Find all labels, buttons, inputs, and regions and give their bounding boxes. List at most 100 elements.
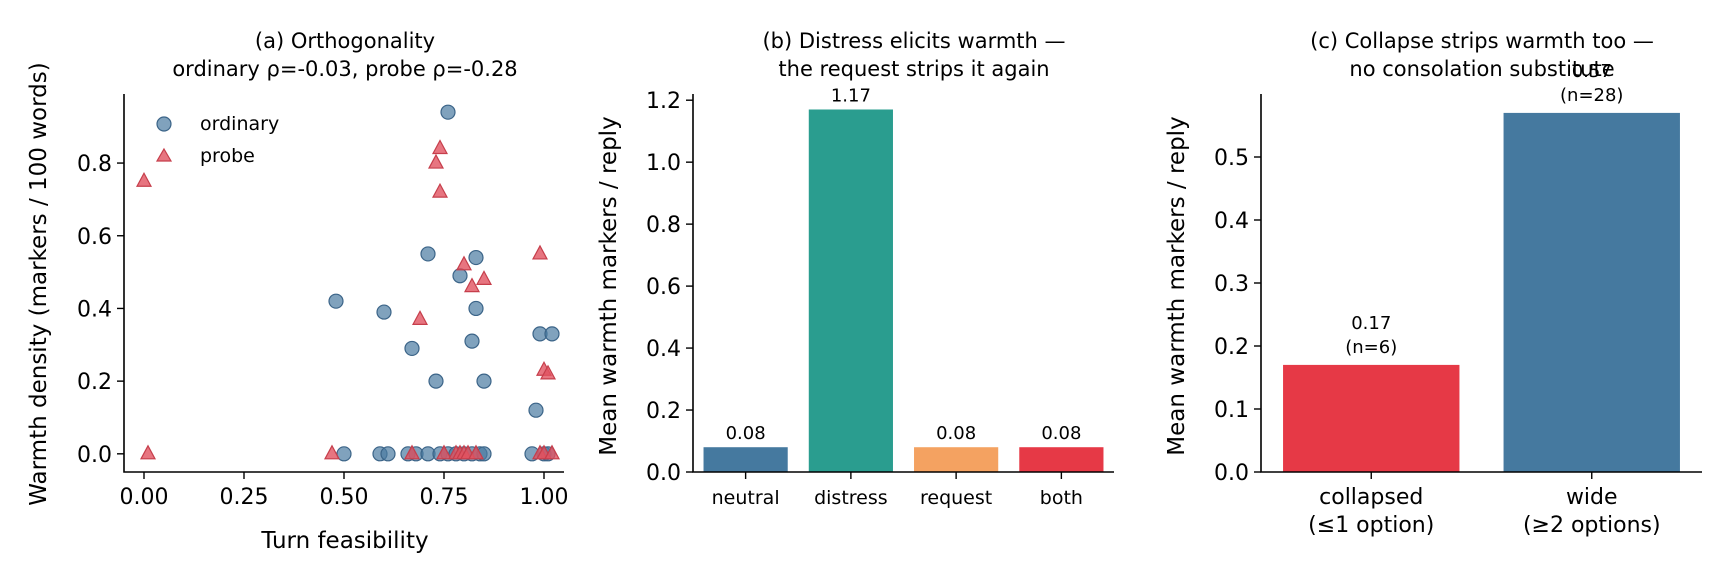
panel-c-y-axis-label: Mean warmth markers / reply [1164, 116, 1190, 455]
panel-a-title-line1: (a) Orthogonality [255, 29, 435, 53]
panel-b-spines [692, 94, 1114, 473]
panel-b-y-tick-label: 0.0 [646, 461, 681, 486]
panel-a-scatter: (a) Orthogonality ordinary ρ=-0.03, prob… [26, 29, 568, 554]
panel-c-y-tick-label: 0.5 [1214, 146, 1249, 171]
panel-c-y-tick-label: 0.0 [1214, 461, 1249, 486]
bar-wide [1503, 112, 1680, 473]
bar-count-label: (n=28) [1560, 85, 1623, 106]
point-ordinary [476, 373, 492, 389]
panel-c-y-tick-label: 0.4 [1214, 209, 1249, 234]
panel-c-y-tick-label: 0.3 [1214, 272, 1249, 297]
point-probe [431, 139, 449, 155]
point-ordinary [380, 446, 396, 462]
point-ordinary [464, 333, 480, 349]
point-probe [463, 277, 481, 293]
point-ordinary [428, 373, 444, 389]
panel-b-title-line2: the request strips it again [778, 57, 1049, 81]
panel-b-y-axis-label: Mean warmth markers / reply [596, 116, 622, 455]
panel-a-x-tick-label: 0.75 [420, 485, 469, 510]
point-ordinary [468, 300, 484, 317]
point-ordinary [328, 293, 344, 309]
point-ordinary [468, 249, 484, 266]
panel-a-y-tick-label: 0.2 [77, 370, 112, 395]
point-probe [411, 310, 429, 325]
bar-request [914, 447, 999, 472]
panel-b-y-tick-label: 0.8 [646, 213, 681, 238]
category-sublabel: (≤1 option) [1308, 513, 1434, 538]
bar-value-label: 1.17 [831, 85, 871, 106]
point-ordinary [452, 268, 468, 284]
panel-a-points [135, 104, 561, 462]
panel-a-y-tick-label: 0.4 [77, 297, 112, 322]
panel-b-bar-chart: (b) Distress elicits warmth — the reques… [596, 29, 1114, 509]
panel-b-title-line1: (b) Distress elicits warmth — [762, 29, 1065, 53]
category-label-distress: distress [814, 487, 888, 509]
legend-probe-label: probe [200, 145, 255, 167]
panel-a-x-tick-label: 1.00 [520, 485, 569, 510]
point-probe [455, 255, 473, 271]
point-ordinary [376, 304, 392, 320]
panel-a-y-tick-label: 0.0 [77, 443, 112, 468]
panel-a-y-tick-label: 0.6 [77, 225, 112, 250]
panel-a-title-line2: ordinary ρ=-0.03, probe ρ=-0.28 [172, 57, 517, 81]
point-probe [403, 444, 421, 460]
point-probe [323, 444, 341, 460]
point-ordinary [420, 246, 436, 262]
panel-a-spines [123, 94, 564, 473]
point-ordinary [528, 402, 544, 418]
bar-collapsed [1283, 364, 1460, 472]
panel-a-y-tick-label: 0.8 [77, 152, 112, 177]
point-probe [467, 444, 485, 460]
panel-c-title-line2: no consolation substitute [1349, 57, 1614, 81]
panel-b-bars: 0.08 1.17 0.08 0.08 [703, 85, 1104, 472]
panel-a-x-tick-label: 0.25 [220, 485, 269, 510]
bar-neutral [703, 447, 788, 472]
point-probe [475, 270, 493, 285]
panel-c-y-tick-label: 0.1 [1214, 398, 1249, 423]
bar-value-label: 0.57 [1572, 61, 1612, 82]
point-ordinary [336, 446, 352, 462]
panel-c-title-line1: (c) Collapse strips warmth too — [1310, 29, 1654, 53]
panel-b-y-tick-label: 0.6 [646, 275, 681, 300]
point-probe [431, 182, 449, 198]
bar-value-label: 0.08 [726, 423, 766, 444]
panel-a-x-tick-label: 0.00 [120, 485, 169, 510]
panel-b-y-tick-label: 1.0 [646, 151, 681, 176]
category-label-collapsed: collapsed [1319, 485, 1423, 510]
legend-ordinary-marker [156, 116, 172, 132]
point-probe [427, 153, 445, 169]
bar-count-label: (n=6) [1345, 337, 1397, 358]
category-label-wide: wide [1566, 485, 1618, 510]
point-ordinary [544, 326, 560, 342]
category-label-neutral: neutral [712, 487, 780, 509]
category-label-both: both [1040, 487, 1083, 509]
panel-c-bar-chart: (c) Collapse strips warmth too — no cons… [1164, 29, 1702, 538]
panel-b-y-tick-label: 0.4 [646, 337, 681, 362]
bar-both [1019, 447, 1104, 472]
panel-b-y-tick-label: 1.2 [646, 89, 681, 114]
bar-value-label: 0.17 [1351, 313, 1391, 334]
panel-b-y-tick-label: 0.2 [646, 399, 681, 424]
panel-a-x-axis-label: Turn feasibility [260, 528, 428, 554]
panel-a-legend: ordinary probe [155, 113, 279, 167]
point-probe [135, 171, 153, 187]
panel-a-y-axis-label: Warmth density (markers / 100 words) [26, 62, 52, 505]
panel-c-bars: 0.17 (n=6) 0.57 (n=28) [1283, 61, 1680, 473]
point-ordinary [440, 104, 456, 120]
point-ordinary [404, 340, 420, 357]
point-probe [139, 444, 157, 460]
bar-value-label: 0.08 [936, 423, 976, 444]
point-probe [543, 444, 561, 460]
legend-probe-marker [155, 147, 173, 162]
panel-c-y-tick-label: 0.2 [1214, 335, 1249, 360]
point-probe [531, 244, 549, 260]
legend-ordinary-label: ordinary [200, 113, 279, 135]
panel-a-x-tick-label: 0.50 [320, 485, 369, 510]
bar-value-label: 0.08 [1041, 423, 1081, 444]
bar-distress [808, 109, 893, 472]
point-probe [435, 444, 453, 460]
point-probe [539, 364, 557, 380]
category-sublabel: (≥2 options) [1523, 513, 1661, 538]
category-label-request: request [920, 487, 992, 509]
